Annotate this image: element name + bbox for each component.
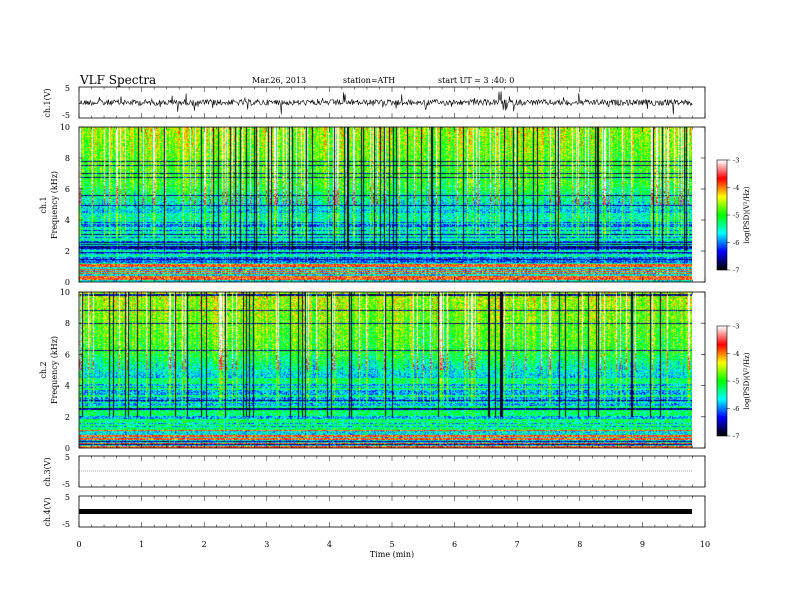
- ch2-spectrogram-panel: 0 2 4 6 8 10 ch.2 Frequency (kHz): [39, 288, 706, 453]
- ch4-ylabel: ch.4(V): [43, 497, 52, 526]
- frequency-tick-label: 4: [65, 382, 70, 391]
- ch3-waveform-panel: 5 -5 ch.3(V): [43, 453, 706, 489]
- ch2-colorbar-ticks: -3 -4 -5 -6 -7: [727, 323, 739, 441]
- frequency-tick-label: 6: [65, 350, 70, 359]
- colorbar-tick-label: -6: [733, 405, 739, 413]
- colorbar-tick-label: -7: [733, 433, 739, 441]
- time-tick-label: 7: [515, 540, 520, 549]
- ch3-ytick-top: 5: [65, 453, 70, 462]
- frequency-tick-label: 10: [60, 288, 70, 297]
- ch4-waveform-trace: [79, 509, 692, 514]
- ch1-colorbar-label: log(PSD)(V²/Hz): [743, 186, 751, 243]
- colorbar-tick-label: -4: [733, 350, 739, 358]
- figure-title: VLF Spectra: [79, 73, 156, 87]
- ch1-colorbar: -3 -4 -5 -6 -7 log(PSD)(V²/Hz): [716, 157, 751, 275]
- frequency-tick-label: 2: [65, 247, 70, 256]
- colorbar-tick-label: -6: [733, 239, 739, 247]
- ch4-ytick-bottom: -5: [62, 520, 70, 529]
- frequency-tick-label: 0: [65, 444, 70, 453]
- ch2-spectrogram-image: [79, 292, 692, 448]
- ch1-spec-ylabel-frequency: Frequency (kHz): [50, 171, 59, 239]
- time-tick-label: 3: [264, 540, 269, 549]
- colorbar-tick-label: -5: [733, 378, 739, 386]
- frequency-tick-label: 6: [65, 185, 70, 194]
- ch3-ylabel: ch.3(V): [43, 457, 52, 486]
- station-label: station=ATH: [343, 76, 395, 85]
- time-tick-label: 0: [76, 540, 81, 549]
- colorbar-tick-label: -5: [733, 212, 739, 220]
- ch2-colorbar: -3 -4 -5 -6 -7 log(PSD)(V²/Hz): [716, 323, 751, 441]
- time-tick-label: 9: [640, 540, 645, 549]
- ch3-ytick-bottom: -5: [62, 480, 70, 489]
- frequency-tick-label: 0: [65, 278, 70, 287]
- colorbar-tick-label: -4: [733, 184, 739, 192]
- ch1-colorbar-gradient: [717, 160, 727, 270]
- colorbar-tick-label: -3: [733, 323, 739, 331]
- time-axis-label: Time (min): [370, 550, 414, 559]
- ch2-spec-ylabel-channel: ch.2: [39, 361, 48, 378]
- frequency-tick-label: 8: [65, 319, 70, 328]
- frequency-tick-label: 10: [60, 123, 70, 132]
- ch1-ytick-top: 5: [65, 84, 70, 93]
- time-tick-label: 8: [577, 540, 582, 549]
- ch2-spectrogram-yticks: 0 2 4 6 8 10: [60, 288, 705, 453]
- colorbar-tick-label: -3: [733, 157, 739, 165]
- ch1-spectrogram-panel: 0 2 4 6 8 10 ch.1 Frequency (kHz): [39, 123, 706, 287]
- colorbar-tick-label: -7: [733, 267, 739, 275]
- ch1-waveform-trace: [78, 91, 693, 115]
- time-axis-ticks: [78, 87, 706, 527]
- time-tick-label: 4: [327, 540, 332, 549]
- time-tick-label: 1: [139, 540, 144, 549]
- ch1-spectrogram-image: [79, 127, 692, 282]
- ch1-spec-ylabel-channel: ch.1: [39, 196, 48, 213]
- start-time-label: start UT = 3 :40: 0: [438, 76, 514, 85]
- ch1-colorbar-ticks: -3 -4 -5 -6 -7: [727, 157, 739, 275]
- time-tick-label: 2: [202, 540, 207, 549]
- time-tick-label: 10: [700, 540, 710, 549]
- date-label: Mar.26, 2013: [252, 76, 306, 85]
- time-tick-label: 5: [389, 540, 394, 549]
- time-axis-tick-labels: 0 1 2 3 4 5 6 7 8 9 10: [76, 540, 710, 549]
- ch2-colorbar-gradient: [717, 326, 727, 436]
- ch2-colorbar-label: log(PSD)(V²/Hz): [743, 352, 751, 409]
- frequency-tick-label: 4: [65, 216, 70, 225]
- ch1-ytick-bottom: -5: [62, 111, 70, 120]
- ch4-ytick-top: 5: [65, 493, 70, 502]
- frequency-tick-label: 2: [65, 413, 70, 422]
- ch2-spec-ylabel-frequency: Frequency (kHz): [50, 336, 59, 404]
- time-tick-label: 6: [452, 540, 457, 549]
- ch1-waveform-panel: 5 -5 ch.1(V): [43, 84, 706, 120]
- frequency-tick-label: 8: [65, 154, 70, 163]
- ch1-ylabel: ch.1(V): [43, 88, 52, 117]
- ch1-spectrogram-yticks: 0 2 4 6 8 10: [60, 123, 705, 287]
- ch4-waveform-panel: 5 -5 ch.4(V): [43, 493, 706, 529]
